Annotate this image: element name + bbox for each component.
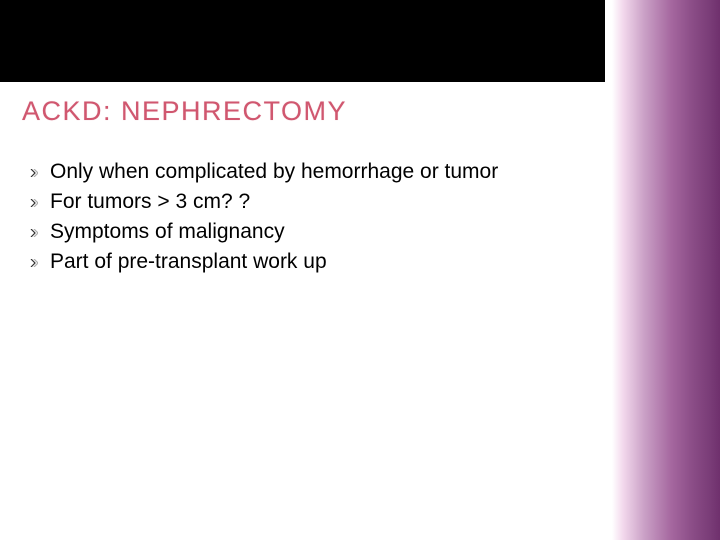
slide-title: ACKD: NEPHRECTOMY — [22, 96, 347, 127]
bullet-text: For tumors > 3 cm? ? — [50, 188, 582, 216]
right-gradient-band — [610, 0, 720, 540]
bullet-list: Only when complicated by hemorrhage or t… — [22, 158, 582, 278]
slide-container: ACKD: NEPHRECTOMY Only when complicated … — [0, 0, 720, 540]
bullet-text: Part of pre-transplant work up — [50, 248, 582, 276]
list-item: Symptoms of malignancy — [22, 218, 582, 246]
list-item: Only when complicated by hemorrhage or t… — [22, 158, 582, 186]
bullet-text: Only when complicated by hemorrhage or t… — [50, 158, 582, 186]
top-black-band — [0, 0, 605, 82]
list-item: For tumors > 3 cm? ? — [22, 188, 582, 216]
list-item: Part of pre-transplant work up — [22, 248, 582, 276]
bullet-text: Symptoms of malignancy — [50, 218, 582, 246]
